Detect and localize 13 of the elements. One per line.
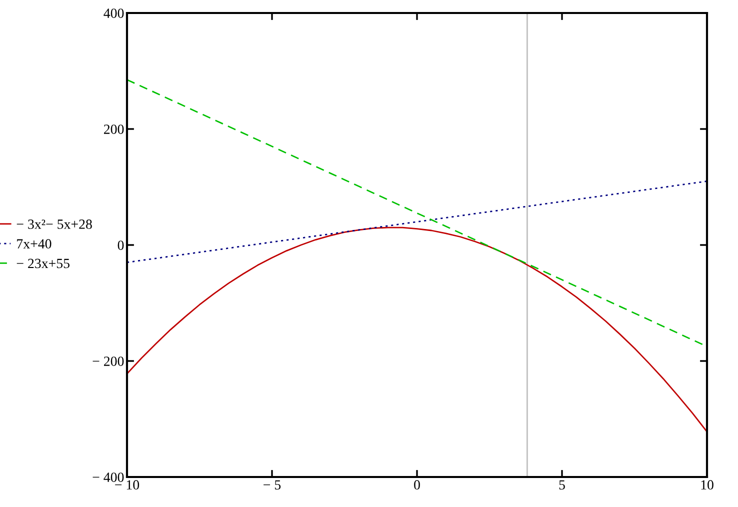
y-tick-label: 400	[104, 8, 124, 18]
legend-label: 7x+40	[17, 239, 52, 249]
line-series	[127, 226, 707, 432]
legend-label: − 23x+55	[16, 258, 70, 268]
x-tick-label: 0	[414, 480, 420, 490]
y-tick-label: 200	[104, 124, 124, 134]
x-tick-label: − 5	[264, 480, 281, 490]
y-tick-label: 0	[118, 240, 124, 250]
x-tick-label: 10	[701, 480, 714, 490]
x-tick-label: 5	[559, 480, 565, 490]
legend-label: − 3x²− 5x+28	[16, 220, 92, 229]
y-tick-label: − 400	[92, 472, 124, 482]
y-tick-label: − 200	[92, 356, 124, 366]
